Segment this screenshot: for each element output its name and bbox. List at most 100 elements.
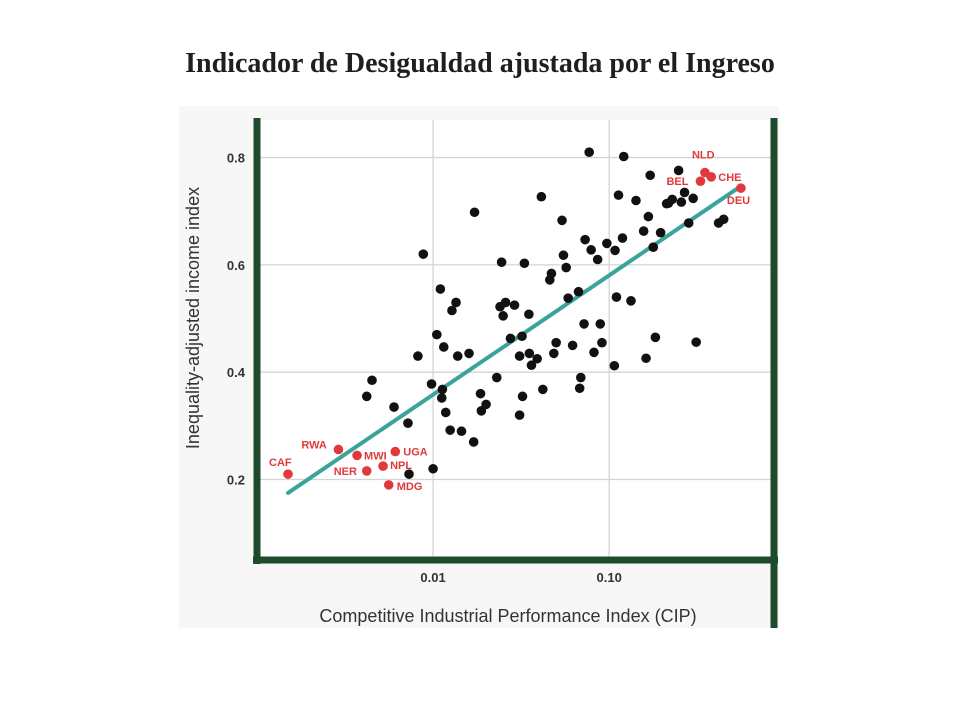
data-point bbox=[655, 227, 666, 238]
data-point bbox=[718, 214, 729, 225]
data-point bbox=[438, 342, 449, 352]
data-point bbox=[563, 293, 573, 303]
data-point bbox=[641, 353, 651, 364]
highlighted-point bbox=[333, 444, 344, 455]
data-point bbox=[403, 418, 413, 428]
data-point bbox=[498, 311, 508, 321]
data-point bbox=[413, 351, 423, 361]
data-point bbox=[691, 337, 701, 347]
data-point bbox=[538, 384, 548, 395]
data-point bbox=[602, 238, 612, 249]
data-point bbox=[631, 195, 641, 206]
data-point bbox=[626, 296, 636, 306]
y-tick-label: 0.4 bbox=[227, 365, 246, 380]
data-point bbox=[456, 426, 467, 437]
gridlines bbox=[257, 120, 771, 560]
highlighted-point bbox=[706, 172, 717, 182]
data-point bbox=[491, 372, 502, 383]
y-tick-label: 0.8 bbox=[227, 151, 245, 166]
country-label: CAF bbox=[269, 457, 292, 469]
data-point bbox=[361, 391, 372, 402]
data-point bbox=[432, 329, 442, 340]
data-point bbox=[667, 194, 677, 205]
country-label: MDG bbox=[397, 481, 423, 493]
data-point bbox=[645, 170, 655, 181]
data-point bbox=[404, 469, 414, 479]
data-point bbox=[557, 215, 567, 226]
y-axis-title: Inequality-adjusted income index bbox=[183, 187, 203, 449]
data-point bbox=[428, 463, 438, 474]
data-point bbox=[517, 331, 527, 342]
y-tick-label: 0.6 bbox=[227, 258, 245, 273]
data-point bbox=[650, 332, 661, 343]
data-point bbox=[500, 297, 511, 308]
data-point bbox=[452, 351, 463, 361]
highlighted-point bbox=[283, 469, 293, 479]
data-point bbox=[589, 347, 599, 358]
data-point bbox=[688, 193, 698, 204]
data-point bbox=[549, 348, 559, 359]
highlighted-point bbox=[383, 480, 394, 490]
data-point bbox=[597, 337, 607, 348]
country-label: BEL bbox=[666, 176, 688, 188]
data-point bbox=[546, 268, 557, 279]
country-label: NER bbox=[334, 466, 357, 478]
data-point bbox=[464, 348, 474, 359]
country-label: CHE bbox=[718, 172, 741, 184]
data-point bbox=[524, 309, 534, 320]
data-point bbox=[481, 399, 491, 410]
data-points bbox=[361, 147, 729, 479]
data-point bbox=[418, 249, 429, 259]
highlighted-point bbox=[736, 183, 746, 193]
page-title: Indicador de Desigualdad ajustada por el… bbox=[185, 48, 775, 79]
data-point bbox=[468, 437, 479, 447]
data-point bbox=[611, 292, 622, 302]
x-tick-label: 0.01 bbox=[420, 570, 445, 585]
x-tick-label: 0.10 bbox=[597, 570, 622, 585]
data-point bbox=[514, 410, 525, 420]
data-point bbox=[574, 383, 585, 394]
data-point bbox=[435, 284, 446, 294]
data-point bbox=[579, 319, 589, 329]
highlighted-point bbox=[390, 446, 401, 457]
data-point bbox=[509, 300, 520, 310]
data-point bbox=[561, 262, 571, 273]
data-point bbox=[679, 187, 690, 198]
data-point bbox=[648, 242, 659, 252]
chart-frame bbox=[253, 118, 778, 628]
data-point bbox=[676, 197, 687, 207]
data-point bbox=[496, 257, 507, 267]
data-point bbox=[519, 258, 530, 269]
data-point bbox=[389, 402, 399, 412]
country-label: MWI bbox=[364, 450, 387, 462]
data-point bbox=[618, 151, 629, 162]
data-point bbox=[367, 375, 377, 386]
data-point bbox=[451, 297, 461, 308]
data-point bbox=[580, 234, 590, 245]
country-label: RWA bbox=[301, 439, 327, 451]
data-point bbox=[436, 393, 447, 403]
data-point bbox=[613, 190, 624, 200]
data-point bbox=[536, 191, 547, 202]
y-tick-label: 0.2 bbox=[227, 473, 245, 488]
country-label: NPL bbox=[390, 460, 412, 472]
data-point bbox=[517, 391, 528, 402]
data-point bbox=[586, 245, 596, 255]
data-point bbox=[575, 372, 586, 383]
data-point bbox=[638, 226, 649, 236]
data-point bbox=[524, 348, 535, 359]
tick-labels: 0.2 0.4 0.6 0.8 0.01 0.10 bbox=[227, 151, 622, 585]
x-axis-title: Competitive Industrial Performance Index… bbox=[319, 606, 696, 626]
data-point bbox=[437, 384, 448, 395]
country-label: NLD bbox=[692, 150, 715, 162]
data-point bbox=[558, 250, 569, 261]
data-point bbox=[514, 351, 525, 361]
data-point bbox=[643, 211, 654, 222]
data-point bbox=[447, 305, 457, 316]
data-point bbox=[610, 245, 620, 256]
country-label: UGA bbox=[403, 447, 428, 459]
highlighted-point bbox=[695, 176, 706, 186]
data-point bbox=[532, 353, 542, 364]
